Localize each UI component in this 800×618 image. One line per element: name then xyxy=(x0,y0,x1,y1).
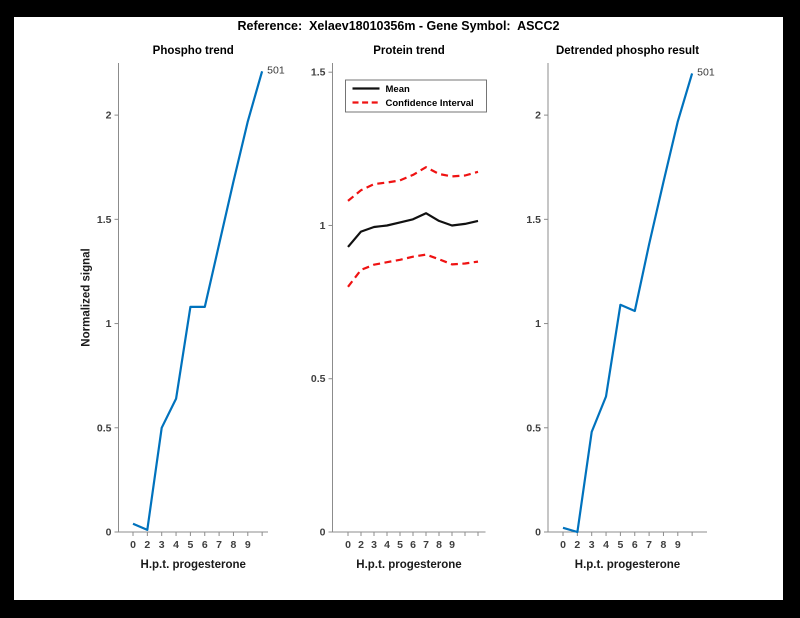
x-tick-label: 0 xyxy=(345,539,351,551)
x-tick-label: 9 xyxy=(675,539,681,551)
legend: Mean Confidence Interval xyxy=(345,79,487,113)
x-tick-label: 6 xyxy=(202,539,208,551)
series-line-phospho-signal xyxy=(132,70,264,532)
x-tick-label: 8 xyxy=(231,539,237,551)
x-tick-label: 4 xyxy=(384,539,390,551)
x-tick-label: 2 xyxy=(358,539,364,551)
x-axis-label: H.p.t. progesterone xyxy=(141,559,246,571)
x-tick-label: 0 xyxy=(560,539,566,551)
y-tick-label: 1.5 xyxy=(311,67,326,79)
y-tick-label: 0.5 xyxy=(97,422,112,434)
y-tick-label: 0 xyxy=(320,527,326,539)
y-axis-label: Normalized signal xyxy=(81,248,93,346)
x-tick-label: 6 xyxy=(410,539,416,551)
x-tick-label: 5 xyxy=(187,539,193,551)
y-tick-label: 0.5 xyxy=(311,373,326,385)
x-tick-label: 3 xyxy=(159,539,165,551)
y-tick-label: 2 xyxy=(106,110,112,122)
x-tick-label: 2 xyxy=(144,539,150,551)
x-axis-label: H.p.t. progesterone xyxy=(356,559,461,571)
y-tick-label: 2 xyxy=(535,110,541,122)
y-tick-label: 1 xyxy=(106,318,112,330)
x-tick-label: 7 xyxy=(423,539,429,551)
y-tick-label: 1 xyxy=(320,220,326,232)
x-tick-label: 6 xyxy=(632,539,638,551)
series-line-confidence-interval-upper xyxy=(347,166,479,202)
series-line-confidence-interval-lower xyxy=(347,253,479,288)
x-tick-label: 5 xyxy=(397,539,403,551)
x-tick-label: 5 xyxy=(617,539,623,551)
x-tick-label: 3 xyxy=(371,539,377,551)
y-tick-label: 1.5 xyxy=(526,214,541,226)
x-tick-label: 8 xyxy=(436,539,442,551)
x-tick-label: 2 xyxy=(574,539,580,551)
x-tick-label: 4 xyxy=(173,539,179,551)
endpoint-annotation: 501 xyxy=(697,66,715,78)
x-tick-label: 7 xyxy=(216,539,222,551)
legend-label: Mean xyxy=(386,84,410,95)
legend-label: Confidence Interval xyxy=(386,98,474,109)
legend-box xyxy=(345,79,487,113)
x-tick-label: 7 xyxy=(646,539,652,551)
x-tick-label: 9 xyxy=(245,539,251,551)
subplot-title: Detrended phospho result xyxy=(556,45,699,57)
figure-title: Reference: Xelaev18010356m - Gene Symbol… xyxy=(237,19,560,33)
figure-canvas xyxy=(14,17,783,600)
subplot-title: Phospho trend xyxy=(153,45,234,57)
x-tick-label: 4 xyxy=(603,539,609,551)
subplot-title: Protein trend xyxy=(373,45,445,57)
y-tick-label: 0 xyxy=(106,527,112,539)
x-axis-label: H.p.t. progesterone xyxy=(575,559,680,571)
y-tick-label: 1.5 xyxy=(97,214,112,226)
x-tick-label: 3 xyxy=(589,539,595,551)
endpoint-annotation: 501 xyxy=(267,64,285,76)
y-tick-label: 0 xyxy=(535,527,541,539)
series-line-detrended-phospho-signal xyxy=(562,73,694,534)
x-tick-label: 0 xyxy=(130,539,136,551)
y-tick-label: 0.5 xyxy=(526,422,541,434)
y-tick-label: 1 xyxy=(535,318,541,330)
series-line-mean xyxy=(347,212,479,248)
x-tick-label: 9 xyxy=(449,539,455,551)
x-tick-label: 8 xyxy=(661,539,667,551)
